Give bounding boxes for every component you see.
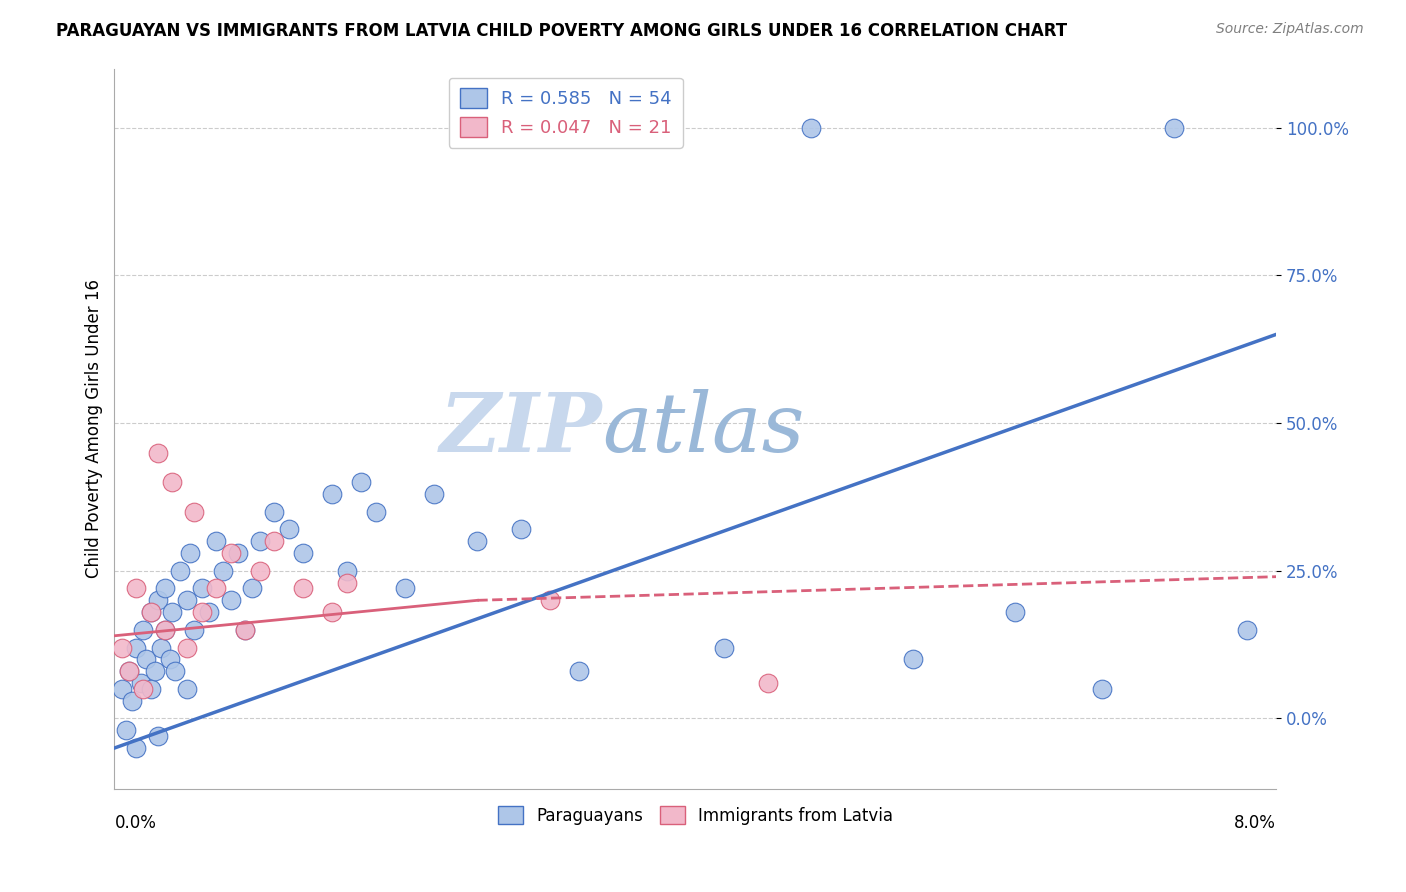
Point [169,564,191,578]
Point [263,505,285,519]
Point [149,640,172,655]
Point [756,676,779,690]
Point [336,575,359,590]
Point [146,593,169,607]
Point [364,505,387,519]
Point [179,546,201,560]
Text: 0.0%: 0.0% [114,814,156,832]
Point [165,664,187,678]
Point [183,623,205,637]
Point [292,582,315,596]
Point [125,582,148,596]
Text: ZIP: ZIP [440,389,602,469]
Point [233,623,256,637]
Point [1163,120,1185,135]
Point [350,475,373,490]
Point [176,593,198,607]
Point [292,546,315,560]
Point [198,605,221,619]
Y-axis label: Child Poverty Among Girls Under 16: Child Poverty Among Girls Under 16 [86,279,103,578]
Point [190,582,212,596]
Point [125,640,148,655]
Point [1236,623,1258,637]
Point [233,623,256,637]
Legend: Paraguayans, Immigrants from Latvia: Paraguayans, Immigrants from Latvia [491,799,900,831]
Point [277,523,299,537]
Point [146,729,169,743]
Point [111,681,134,696]
Point [467,534,489,549]
Point [423,487,446,501]
Point [132,623,155,637]
Point [321,487,343,501]
Point [240,582,263,596]
Point [118,664,141,678]
Point [336,564,359,578]
Point [321,605,343,619]
Point [135,652,157,666]
Point [162,605,184,619]
Point [205,534,228,549]
Point [143,664,166,678]
Point [901,652,924,666]
Point [125,741,148,756]
Point [139,605,162,619]
Point [510,523,533,537]
Point [176,640,198,655]
Point [226,546,249,560]
Text: atlas: atlas [602,389,804,469]
Point [118,664,141,678]
Point [159,652,181,666]
Point [121,694,143,708]
Point [219,593,242,607]
Point [249,534,271,549]
Point [155,623,177,637]
Text: Source: ZipAtlas.com: Source: ZipAtlas.com [1216,22,1364,37]
Point [1004,605,1026,619]
Point [183,505,205,519]
Point [111,640,134,655]
Point [612,120,634,135]
Point [249,564,271,578]
Point [394,582,416,596]
Point [115,723,138,738]
Point [1091,681,1114,696]
Point [800,120,823,135]
Point [263,534,285,549]
Point [205,582,228,596]
Point [132,681,155,696]
Point [212,564,235,578]
Point [129,676,152,690]
Point [190,605,212,619]
Point [713,640,735,655]
Point [176,681,198,696]
Point [155,582,177,596]
Point [568,664,591,678]
Point [146,445,169,459]
Text: 8.0%: 8.0% [1234,814,1277,832]
Text: PARAGUAYAN VS IMMIGRANTS FROM LATVIA CHILD POVERTY AMONG GIRLS UNDER 16 CORRELAT: PARAGUAYAN VS IMMIGRANTS FROM LATVIA CHI… [56,22,1067,40]
Point [155,623,177,637]
Point [219,546,242,560]
Point [139,681,162,696]
Point [139,605,162,619]
Point [538,593,561,607]
Point [162,475,184,490]
